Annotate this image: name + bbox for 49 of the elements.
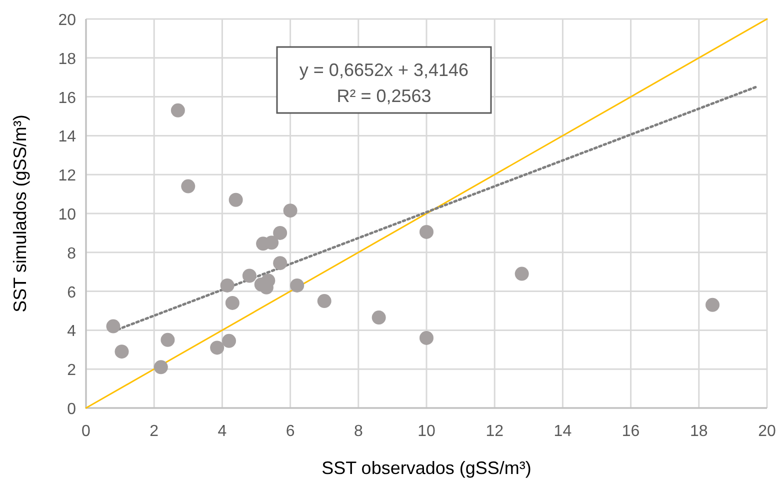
point xyxy=(317,294,332,308)
point xyxy=(228,192,243,207)
point xyxy=(420,224,434,239)
y-tick-label: 4 xyxy=(67,323,76,340)
x-tick-label: 6 xyxy=(286,423,295,440)
point xyxy=(220,278,234,292)
point xyxy=(114,344,129,359)
x-axis-title: SST observados (gSS/m³) xyxy=(322,458,532,478)
point xyxy=(264,236,279,250)
x-tick-label: 18 xyxy=(690,423,708,440)
annotation: R² = 0,2563 xyxy=(336,86,432,106)
y-tick-label: 14 xyxy=(58,128,76,146)
y-tick-label: 2 xyxy=(67,362,76,380)
y-tick-label: 10 xyxy=(58,206,76,224)
point xyxy=(210,340,224,355)
x-tick-label: 4 xyxy=(218,423,227,440)
point xyxy=(222,334,236,348)
y-axis-title: SST simulados (gSS/m³) xyxy=(10,114,30,312)
point xyxy=(106,319,120,334)
point xyxy=(372,310,386,325)
point xyxy=(154,360,168,374)
y-tick-label: 18 xyxy=(58,50,76,68)
point xyxy=(170,103,185,118)
point xyxy=(225,296,240,310)
x-tick-label: 0 xyxy=(82,423,91,440)
y-tick-label: 6 xyxy=(67,284,76,302)
point xyxy=(273,256,288,270)
point xyxy=(242,268,256,283)
point xyxy=(420,330,434,345)
x-tick-label: 20 xyxy=(758,423,776,440)
y-tick-label: 12 xyxy=(58,168,76,185)
y-tick-label: 8 xyxy=(67,245,76,262)
x-tick-label: 8 xyxy=(354,423,363,440)
y-tick-label: 20 xyxy=(58,12,76,29)
x-tick-label: 10 xyxy=(418,423,436,440)
point xyxy=(283,204,298,218)
y-tick-label: 16 xyxy=(58,90,76,107)
point xyxy=(290,278,304,292)
annotation: y = 0,6652x + 3,4146 xyxy=(299,60,469,80)
point xyxy=(706,298,720,312)
x-tick-label: 14 xyxy=(554,423,572,440)
x-tick-label: 2 xyxy=(150,423,159,440)
point xyxy=(160,332,175,347)
x-tick-label: 16 xyxy=(622,423,640,440)
point xyxy=(514,266,529,281)
x-tick-label: 12 xyxy=(486,423,504,440)
y-tick-label: 0 xyxy=(67,401,76,418)
point xyxy=(181,179,196,194)
point xyxy=(273,226,288,240)
